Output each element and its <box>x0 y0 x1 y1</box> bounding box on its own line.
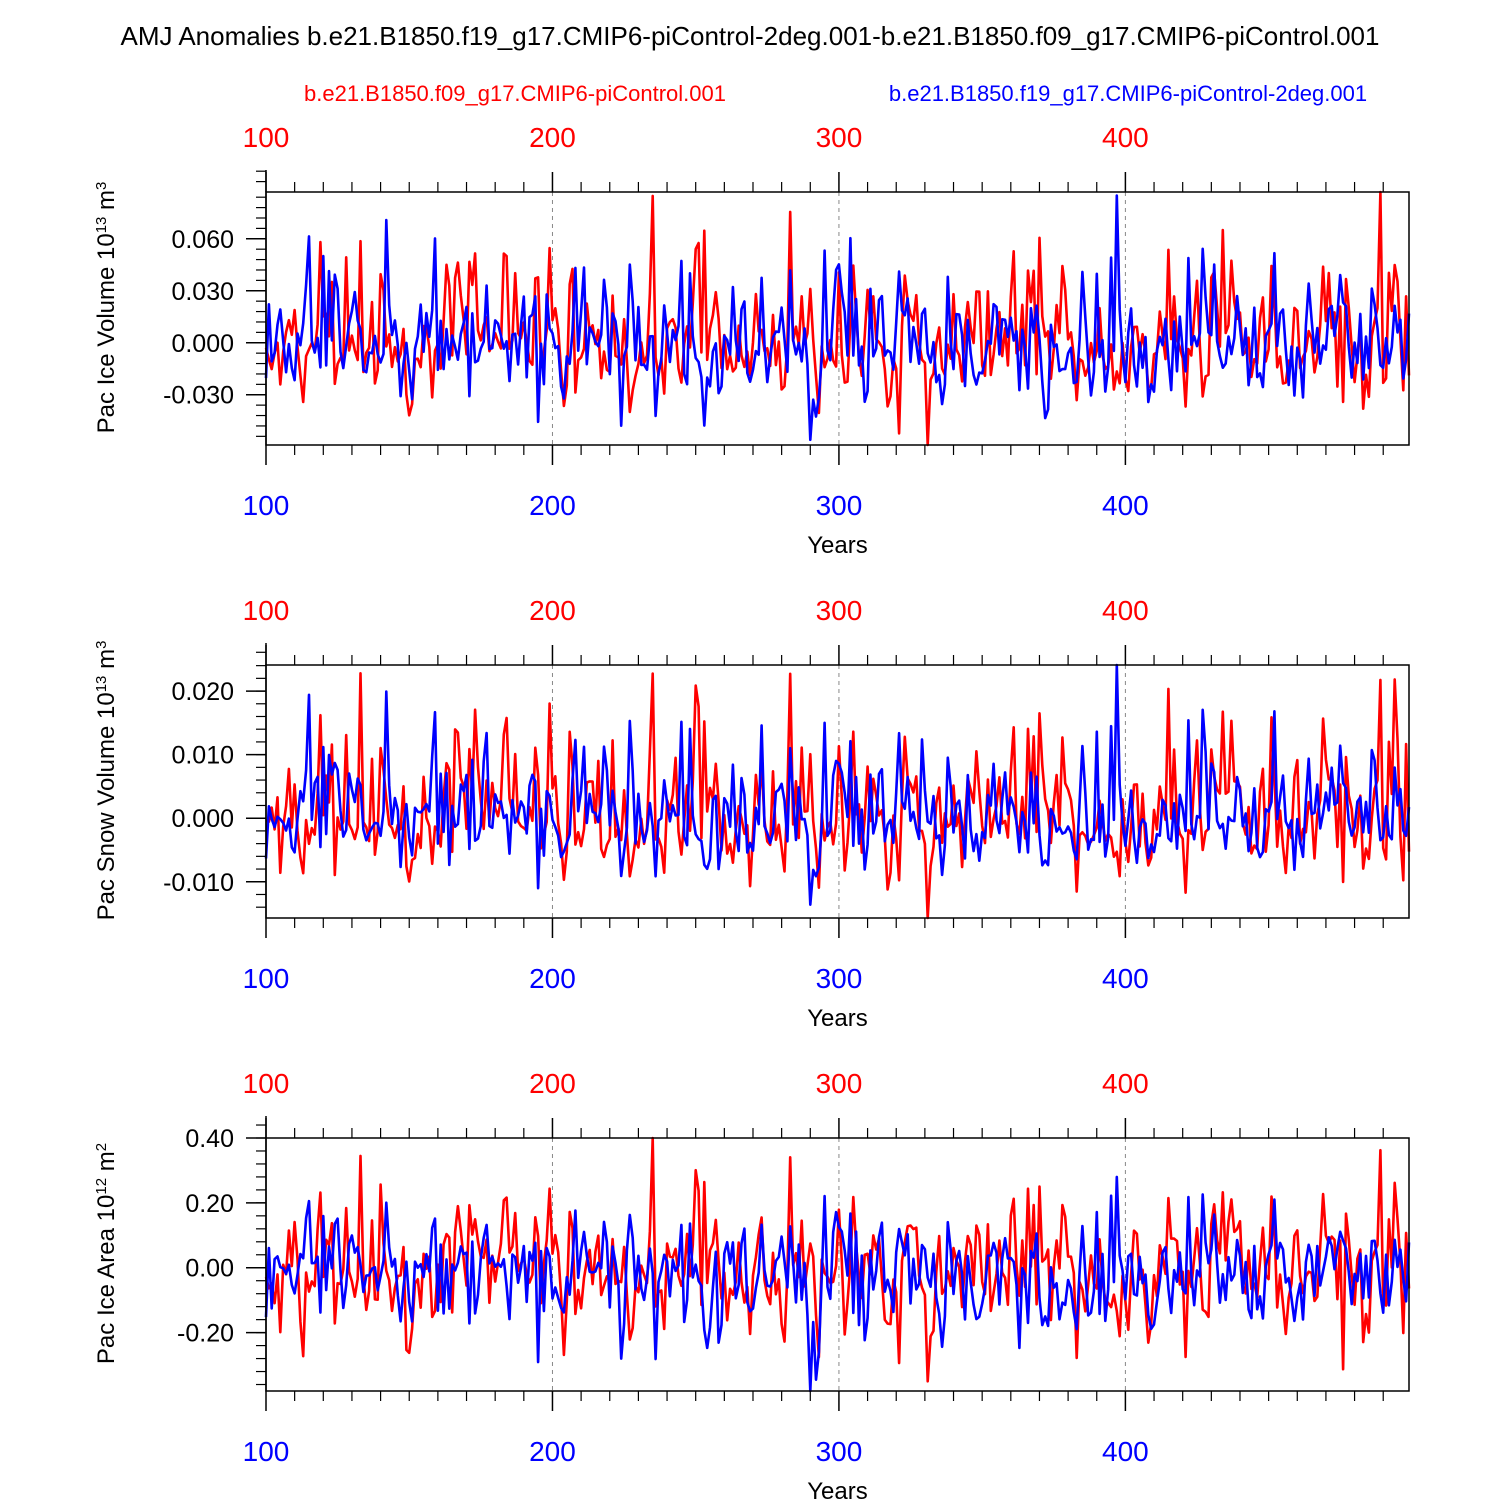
y-tick-label: 0.010 <box>171 742 234 770</box>
x-bottom-tick-label: 100 <box>243 963 290 994</box>
x-top-tick-label: 400 <box>1102 122 1149 153</box>
x-bottom-tick-label: 200 <box>529 490 576 521</box>
y-label-superscript: 12 <box>93 1178 110 1195</box>
y-label-text: Pac Ice Volume 10 <box>93 233 120 433</box>
y-label-superscript: 13 <box>93 217 110 234</box>
y-label-superscript: 3 <box>93 641 110 649</box>
x-top-tick-label: 300 <box>816 122 863 153</box>
x-bottom-tick-label: 300 <box>816 490 863 521</box>
x-bottom-tick-label: 300 <box>816 963 863 994</box>
y-label-superscript: 3 <box>93 182 110 190</box>
x-top-tick-label: 200 <box>529 595 576 626</box>
y-label-text: m <box>93 1151 120 1178</box>
y-tick-label: 0.20 <box>185 1190 234 1218</box>
legend-f19: b.e21.B1850.f19_g17.CMIP6-piControl-2deg… <box>889 81 1367 106</box>
y-tick-label: -0.010 <box>163 869 234 897</box>
x-top-tick-label: 100 <box>243 595 290 626</box>
y-tick-label: -0.030 <box>163 382 234 410</box>
x-axis-label: Years <box>807 1005 868 1032</box>
y-label-text: Pac Snow Volume 10 <box>93 692 120 920</box>
y-label-text: m <box>93 649 120 676</box>
x-top-tick-label: 300 <box>816 595 863 626</box>
series-line-f09 <box>265 672 1411 920</box>
y-label-superscript: 13 <box>93 676 110 693</box>
y-tick-label: 0.40 <box>185 1125 234 1153</box>
x-bottom-tick-label: 400 <box>1102 490 1149 521</box>
x-bottom-tick-label: 100 <box>243 490 290 521</box>
x-bottom-tick-label: 200 <box>529 1436 576 1467</box>
y-axis-label: Pac Ice Volume 1013 m3 <box>93 182 121 434</box>
figure-title: AMJ Anomalies b.e21.B1850.f19_g17.CMIP6-… <box>121 21 1380 51</box>
y-tick-label: 0.020 <box>171 678 234 706</box>
legend-f09: b.e21.B1850.f09_g17.CMIP6-piControl.001 <box>304 81 726 106</box>
x-top-tick-label: 400 <box>1102 1068 1149 1099</box>
x-axis-label: Years <box>807 532 868 559</box>
x-top-tick-label: 300 <box>816 1068 863 1099</box>
panel-2: -0.010 0.000 0.010 0.020 100 200 300 400 100 200 3… <box>93 595 1411 1032</box>
x-bottom-tick-label: 400 <box>1102 963 1149 994</box>
x-top-tick-label: 200 <box>529 122 576 153</box>
y-axis-label: Pac Ice Area 1012 m2 <box>93 1143 121 1364</box>
panels: -0.030 0.000 0.030 0.060 100 200 300 400 100 200 3… <box>93 122 1411 1500</box>
y-tick-label: -0.20 <box>177 1320 234 1348</box>
series-line-f19 <box>264 1175 1411 1393</box>
series-line-f19 <box>264 663 1411 906</box>
series-line-f09 <box>264 190 1411 447</box>
x-top-tick-label: 100 <box>243 1068 290 1099</box>
x-bottom-tick-label: 200 <box>529 963 576 994</box>
panel-3: -0.20 0.00 0.20 0.40 100 200 300 400 100 200 300 40… <box>93 1068 1411 1500</box>
y-label-text: m <box>93 190 120 217</box>
y-label-text: Pac Ice Area 10 <box>93 1195 120 1364</box>
x-bottom-tick-label: 300 <box>816 1436 863 1467</box>
y-label-superscript: 2 <box>93 1143 110 1151</box>
x-top-tick-label: 200 <box>529 1068 576 1099</box>
x-top-tick-label: 400 <box>1102 595 1149 626</box>
x-top-tick-label: 100 <box>243 122 290 153</box>
y-tick-label: 0.000 <box>171 805 234 833</box>
series-line-f19 <box>264 194 1411 442</box>
x-bottom-tick-label: 400 <box>1102 1436 1149 1467</box>
x-axis-label: Years <box>807 1478 868 1500</box>
series-line-f09 <box>264 1136 1411 1383</box>
panel-1: -0.030 0.000 0.030 0.060 100 200 300 400 100 200 3… <box>93 122 1411 559</box>
y-tick-label: 0.00 <box>185 1255 234 1283</box>
y-tick-label: 0.000 <box>171 330 234 358</box>
y-tick-label: 0.060 <box>171 226 234 254</box>
y-tick-label: 0.030 <box>171 278 234 306</box>
y-axis-label: Pac Snow Volume 1013 m3 <box>93 641 121 921</box>
x-bottom-tick-label: 100 <box>243 1436 290 1467</box>
